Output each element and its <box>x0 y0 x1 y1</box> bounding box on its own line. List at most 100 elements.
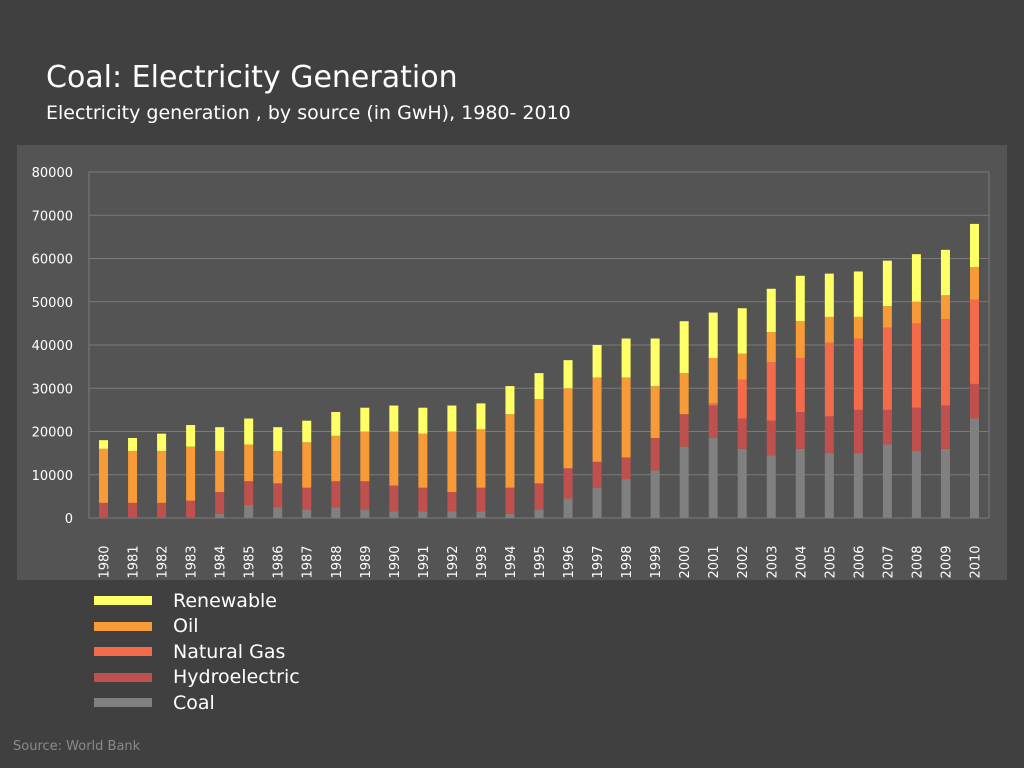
bar-coal-2006 <box>853 453 863 518</box>
bar-hydroelectric-2007 <box>882 409 892 445</box>
x-tick-label: 1995 <box>533 545 548 578</box>
bar-hydroelectric-1983 <box>186 500 196 518</box>
x-tick-label: 2000 <box>678 545 693 578</box>
bar-hydroelectric-1998 <box>621 457 631 480</box>
x-tick-label: 2008 <box>910 545 925 578</box>
x-tick-label: 1996 <box>562 545 577 578</box>
bar-hydroelectric-1999 <box>650 437 660 471</box>
bar-renewable-1987 <box>302 420 312 443</box>
chart-title: Coal: Electricity Generation <box>46 60 458 95</box>
bar-hydroelectric-2001 <box>708 405 718 438</box>
bar-coal-2008 <box>911 450 921 518</box>
chart-subtitle: Electricity generation , by source (in G… <box>46 102 571 124</box>
bar-oil-1980 <box>99 448 109 503</box>
legend-swatch-natural-gas <box>94 647 152 657</box>
bar-oil-1999 <box>650 386 660 438</box>
bar-hydroelectric-2010 <box>969 383 979 419</box>
bar-renewable-2001 <box>708 312 718 358</box>
bar-oil-2010 <box>969 267 979 300</box>
x-tick-label: 2010 <box>968 545 983 578</box>
bar-oil-2009 <box>940 295 950 320</box>
bar-hydroelectric-1990 <box>389 485 399 512</box>
x-tick-label: 2003 <box>765 545 780 578</box>
y-tick-label: 50000 <box>32 296 73 311</box>
x-tick-label: 2005 <box>823 545 838 578</box>
y-tick-label: 10000 <box>32 469 73 484</box>
bar-renewable-2003 <box>766 288 776 333</box>
bar-coal-1986 <box>273 507 283 518</box>
bar-renewable-1983 <box>186 425 196 447</box>
bar-oil-1991 <box>418 433 428 488</box>
bar-hydroelectric-1980 <box>99 502 109 518</box>
bar-renewable-1982 <box>157 433 167 451</box>
bar-renewable-1996 <box>563 360 573 389</box>
bar-coal-2002 <box>737 448 747 518</box>
legend-label-hydroelectric: Hydroelectric <box>173 666 300 689</box>
bar-hydroelectric-1987 <box>302 487 312 510</box>
x-tick-label: 1998 <box>620 545 635 578</box>
bar-coal-1996 <box>563 498 573 518</box>
bar-renewable-1997 <box>592 345 602 378</box>
bar-renewable-2008 <box>911 254 921 302</box>
bar-natural-gas-2006 <box>853 338 863 410</box>
bar-coal-2005 <box>824 453 834 518</box>
y-tick-label: 30000 <box>32 382 73 397</box>
bar-oil-1987 <box>302 442 312 488</box>
bar-oil-1988 <box>331 435 341 482</box>
bar-natural-gas-2007 <box>882 327 892 410</box>
bar-coal-1988 <box>331 507 341 518</box>
y-tick-label: 60000 <box>32 253 73 268</box>
bar-hydroelectric-1997 <box>592 461 602 488</box>
x-tick-label: 1993 <box>475 545 490 578</box>
bar-oil-1998 <box>621 377 631 458</box>
x-tick-label: 1980 <box>98 545 113 578</box>
x-tick-label: 2006 <box>852 545 867 578</box>
legend-swatch-hydroelectric <box>94 672 152 682</box>
bar-oil-1997 <box>592 377 602 462</box>
bar-natural-gas-2002 <box>737 379 747 419</box>
bar-hydroelectric-1985 <box>244 481 254 506</box>
bar-renewable-2000 <box>679 321 689 374</box>
bar-renewable-1992 <box>447 405 457 432</box>
bar-oil-1993 <box>476 429 486 488</box>
bar-oil-2008 <box>911 301 921 324</box>
legend-label-coal: Coal <box>173 691 215 714</box>
bar-oil-1985 <box>244 444 254 482</box>
x-tick-label: 1994 <box>504 545 519 578</box>
bar-oil-1984 <box>215 450 225 493</box>
x-tick-label: 2002 <box>736 545 751 578</box>
bar-natural-gas-2001 <box>708 403 718 406</box>
legend-item-renewable: Renewable <box>94 588 300 614</box>
bar-hydroelectric-2003 <box>766 420 776 456</box>
bar-hydroelectric-1994 <box>505 487 515 514</box>
legend: Renewable Oil Natural Gas Hydroelectric … <box>94 588 300 716</box>
bar-hydroelectric-1989 <box>360 481 370 510</box>
bar-coal-2009 <box>940 448 950 518</box>
x-tick-label: 1999 <box>649 545 664 578</box>
y-tick-label: 80000 <box>32 166 73 181</box>
bar-oil-1982 <box>157 450 167 503</box>
bar-coal-2001 <box>708 437 718 518</box>
bar-oil-1995 <box>534 399 544 484</box>
source-note: Source: World Bank <box>13 739 141 754</box>
y-tick-label: 70000 <box>32 209 73 224</box>
bar-renewable-2002 <box>737 308 747 354</box>
bar-oil-2003 <box>766 332 776 363</box>
legend-swatch-oil <box>94 621 152 631</box>
x-tick-label: 1986 <box>272 545 287 578</box>
bar-coal-1995 <box>534 509 544 518</box>
bar-oil-1994 <box>505 414 515 488</box>
x-tick-label: 1990 <box>388 545 403 578</box>
x-tick-label: 1984 <box>214 545 229 578</box>
bar-renewable-1990 <box>389 405 399 432</box>
bar-renewable-1991 <box>418 407 428 434</box>
bar-coal-1997 <box>592 487 602 518</box>
y-tick-label: 0 <box>65 512 73 527</box>
bar-renewable-1995 <box>534 373 544 400</box>
bar-coal-1989 <box>360 509 370 518</box>
bar-coal-2004 <box>795 448 805 518</box>
bar-coal-1987 <box>302 509 312 518</box>
bar-renewable-1980 <box>99 440 109 449</box>
bar-coal-1985 <box>244 505 254 518</box>
